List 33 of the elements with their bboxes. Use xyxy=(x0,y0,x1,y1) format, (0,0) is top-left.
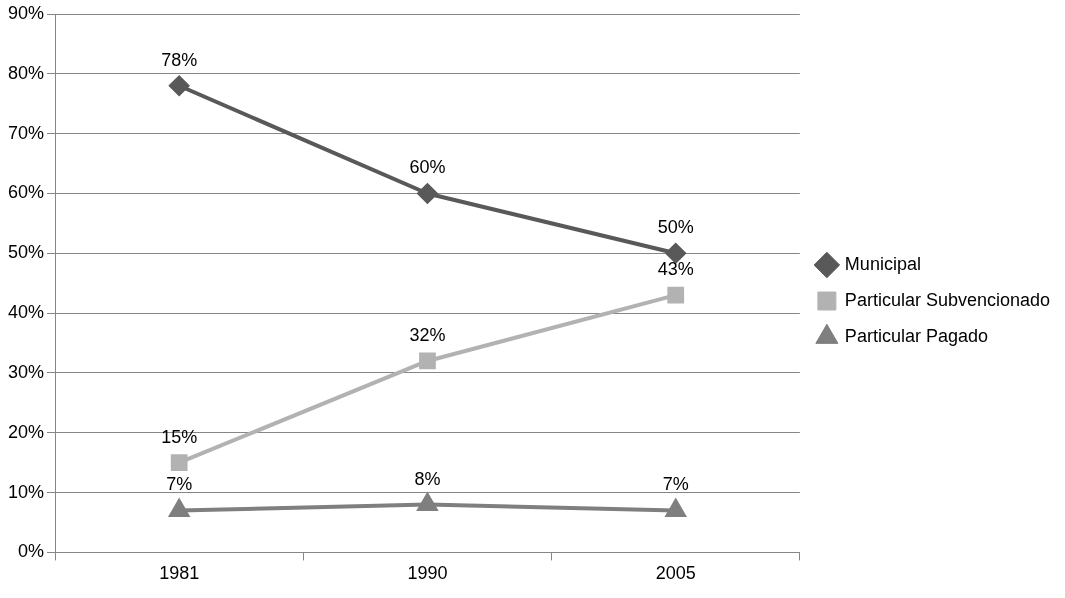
point xyxy=(169,75,190,96)
data-label: 78% xyxy=(161,49,198,70)
data-label: 7% xyxy=(662,474,689,495)
x-tick-label: 1990 xyxy=(407,563,448,584)
point xyxy=(416,491,439,512)
data-label: 43% xyxy=(657,259,694,280)
y-tick-label: 0% xyxy=(18,541,45,562)
legend-label: Municipal xyxy=(844,253,921,274)
y-tick-label: 40% xyxy=(8,302,45,323)
point xyxy=(664,497,687,518)
y-tick-label: 70% xyxy=(8,122,45,143)
data-label: 7% xyxy=(166,474,193,495)
y-tick-label: 20% xyxy=(8,421,45,442)
y-tick-label: 80% xyxy=(8,62,45,83)
data-label: 15% xyxy=(161,426,198,447)
y-tick-label: 10% xyxy=(8,481,45,502)
legend-label: Particular Pagado xyxy=(844,325,988,346)
point xyxy=(417,183,438,204)
data-label: 60% xyxy=(409,157,446,178)
y-tick-label: 50% xyxy=(8,242,45,263)
point xyxy=(419,352,436,370)
point xyxy=(168,497,191,518)
point xyxy=(665,243,686,264)
data-label: 32% xyxy=(409,324,446,345)
data-label: 8% xyxy=(414,468,441,489)
y-tick-label: 90% xyxy=(8,2,45,23)
legend-label: Particular Subvencionado xyxy=(844,289,1051,310)
y-tick-label: 60% xyxy=(8,182,45,203)
y-tick-label: 30% xyxy=(8,361,45,382)
data-label: 50% xyxy=(657,217,694,238)
x-tick-label: 1981 xyxy=(159,563,200,584)
x-tick-label: 2005 xyxy=(655,563,696,584)
point xyxy=(667,286,685,304)
